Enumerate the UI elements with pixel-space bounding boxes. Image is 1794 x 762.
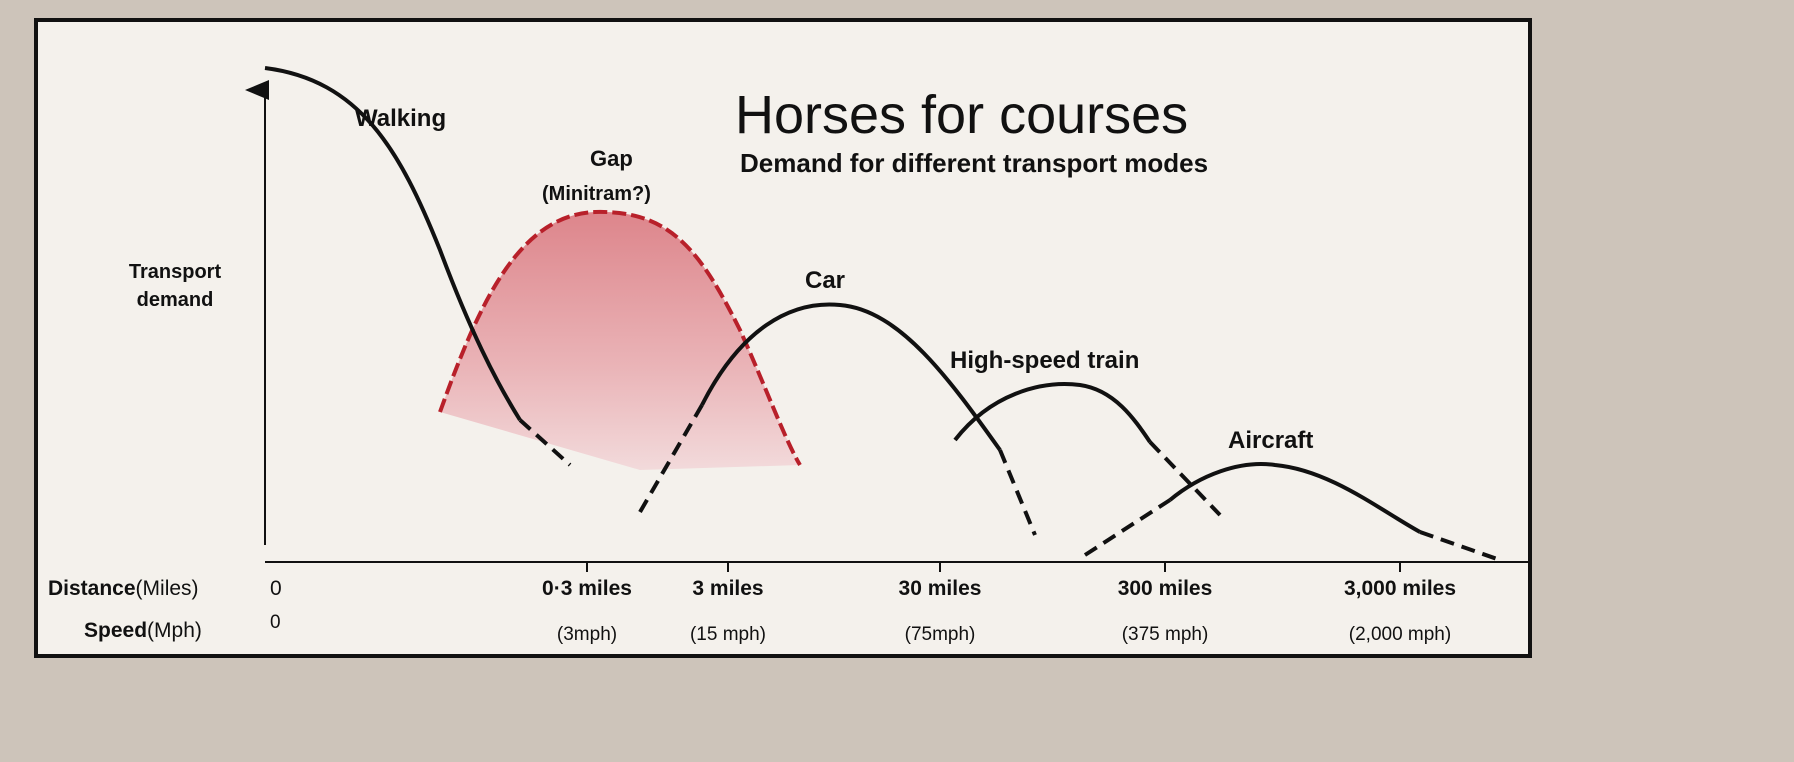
tick-label: (2,000 mph) [1349,624,1451,645]
curve-note: (Minitram?) [542,183,651,205]
tick-label: 3 miles [692,577,763,600]
curve-label: Car [805,267,845,294]
frame [34,18,1532,658]
curve-label: Walking [355,105,446,132]
distance-name: Distance [48,577,136,600]
tick-label: 0 [270,612,281,633]
tick-label: 3,000 miles [1344,577,1456,600]
distance-label: Distance(Miles) [48,577,199,600]
subtitle: Demand for different transport modes [740,148,1208,178]
tick-label: (3mph) [557,624,617,645]
curves [264,66,1501,562]
tick-label: 300 miles [1118,577,1213,600]
curve-label: Gap [590,146,633,171]
tick-label: 0 [270,577,282,600]
curve-label: High-speed train [950,347,1139,374]
speed-name: Speed [84,619,147,642]
tick-label: (75mph) [905,624,976,645]
tick-label: (375 mph) [1122,624,1209,645]
title: Horses for courses [735,85,1188,145]
speed-label: Speed(Mph) [84,619,202,642]
y-label: demand [137,289,214,311]
y-label: Transport [129,261,222,283]
tick-label: 30 miles [899,577,982,600]
x-ticks [586,562,1401,572]
tick-label: (15 mph) [690,624,766,645]
speed-unit: (Mph) [147,619,202,642]
distance-unit: (Miles) [136,577,199,600]
tick-labels: 0 0·3 miles 3 miles 30 miles 300 miles 3,000 … [270,577,1456,645]
gap-curve [438,209,802,467]
tick-label: 0·3 miles [542,577,632,600]
curve-label: Aircraft [1228,427,1313,454]
